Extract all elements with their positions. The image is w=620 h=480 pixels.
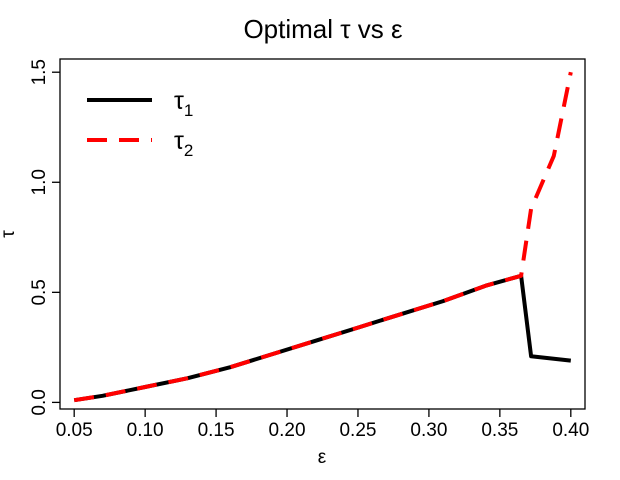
chart-title: Optimal τ vs ε xyxy=(243,14,403,44)
legend-label-2: τ2 xyxy=(174,127,193,160)
x-tick-label: 0.05 xyxy=(56,420,93,441)
y-tick-label: 0.5 xyxy=(29,279,50,305)
legend-label-subscript: 2 xyxy=(184,141,193,160)
x-tick-label: 0.15 xyxy=(198,420,235,441)
y-axis-label: τ xyxy=(0,230,19,238)
x-tick-label: 0.20 xyxy=(269,420,306,441)
x-tick-label: 0.10 xyxy=(127,420,164,441)
x-axis: 0.05 0.10 0.15 0.20 0.25 0.30 0.35 0.40 xyxy=(56,409,589,441)
legend-label-subscript: 1 xyxy=(184,101,193,120)
x-tick-label: 0.35 xyxy=(481,420,518,441)
y-tick-label: 1.0 xyxy=(29,169,50,195)
plot-area-frame xyxy=(59,58,586,410)
legend-label-1: τ1 xyxy=(174,87,193,120)
y-tick-label: 0.0 xyxy=(29,389,50,415)
y-tick-label: 1.5 xyxy=(29,59,50,85)
series-layer xyxy=(73,71,573,403)
legend-label-symbol: τ xyxy=(174,127,184,155)
series-line-2 xyxy=(73,71,573,403)
x-tick-label: 0.40 xyxy=(552,420,589,441)
legend-label-symbol: τ xyxy=(174,87,184,115)
x-tick-label: 0.30 xyxy=(410,420,447,441)
y-axis: 0.0 0.5 1.0 1.5 xyxy=(29,59,60,416)
x-axis-label: ε xyxy=(318,447,327,468)
x-tick-label: 0.25 xyxy=(339,420,376,441)
